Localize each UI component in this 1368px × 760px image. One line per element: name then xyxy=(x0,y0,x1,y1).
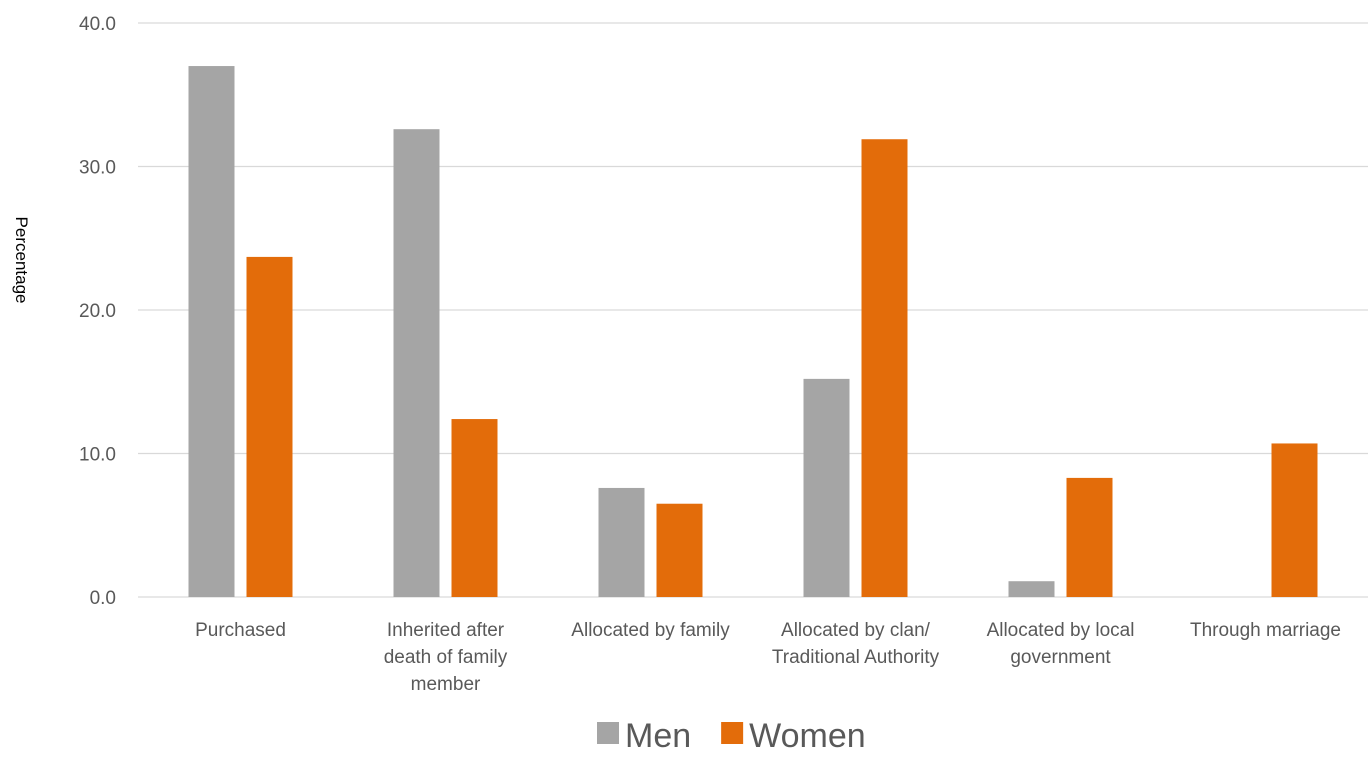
x-category-label: Allocated by family xyxy=(571,620,730,641)
x-category-label: Through marriage xyxy=(1190,620,1341,641)
x-category-label: Purchased xyxy=(195,620,286,641)
bar-women xyxy=(246,256,293,597)
x-category-label-line: Allocated by clan/ xyxy=(781,620,931,641)
y-tick-label: 10.0 xyxy=(79,445,116,466)
bars xyxy=(188,66,1318,598)
bar-men xyxy=(1008,581,1055,597)
x-category-label-line: Allocated by family xyxy=(571,620,730,641)
y-tick-label: 40.0 xyxy=(79,14,116,35)
bar-women xyxy=(656,503,703,597)
x-category-label: Allocated by clan/Traditional Authority xyxy=(772,620,940,668)
bar-men xyxy=(803,378,850,597)
legend-label-men: Men xyxy=(625,717,691,755)
x-category-label: Inherited after death of family member xyxy=(384,620,508,695)
bar-men xyxy=(598,487,645,597)
bar-women xyxy=(451,419,498,597)
x-category-label-line: Traditional Authority xyxy=(772,647,940,668)
gridlines xyxy=(138,22,1368,598)
x-category-label: Allocated by local government xyxy=(987,620,1135,668)
x-category-label-line: death of family xyxy=(384,647,508,668)
bar-women xyxy=(1066,477,1113,597)
y-tick-label: 20.0 xyxy=(79,301,116,322)
legend-swatch-women xyxy=(721,722,744,744)
y-tick-label: 30.0 xyxy=(79,158,116,179)
bar-men xyxy=(188,66,235,598)
x-category-label-line: Allocated by local xyxy=(987,620,1135,641)
x-category-label-line: Inherited after xyxy=(387,620,505,641)
bar-men xyxy=(393,129,440,597)
x-category-label-line: Through marriage xyxy=(1190,620,1341,641)
y-axis-tick-labels: 0.0 10.0 20.0 30.0 40.0 xyxy=(79,14,116,609)
x-category-label-line: Purchased xyxy=(195,620,286,641)
x-category-label-line: member xyxy=(411,674,481,695)
y-tick-label: 0.0 xyxy=(90,588,116,609)
legend-label-women: Women xyxy=(749,717,866,755)
bar-women xyxy=(1271,443,1318,597)
x-category-label-line: government xyxy=(1010,647,1111,668)
bar-women xyxy=(861,139,908,598)
x-axis-category-labels: Purchased Inherited after death of family m… xyxy=(195,620,1341,695)
legend: Men Women xyxy=(597,717,866,755)
legend-swatch-men xyxy=(597,722,619,744)
y-axis-label: Percentage xyxy=(12,217,31,304)
